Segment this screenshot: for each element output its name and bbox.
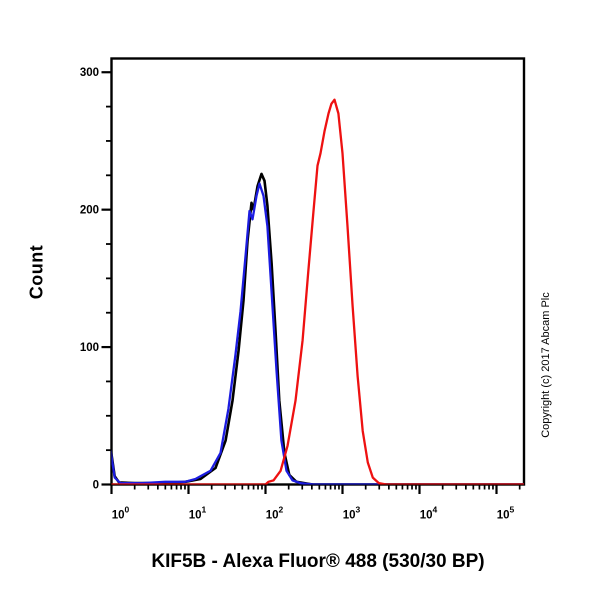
x-tick-label: 101 (189, 505, 207, 522)
histogram-curves (111, 98, 524, 485)
x-tick-label: 105 (497, 505, 515, 522)
x-tick-label: 103 (343, 505, 361, 522)
y-tick-label: 0 (93, 480, 99, 492)
x-tick-label: 102 (266, 505, 284, 522)
x-tick-label: 104 (420, 505, 438, 522)
chart-title: KIF5B - Alexa Fluor® 488 (530/30 BP) (151, 551, 485, 572)
copyright-text: Copyright (c) 2017 Abcam Plc (540, 292, 552, 438)
y-tick-label: 300 (80, 67, 99, 79)
plot-frame (110, 57, 526, 486)
y-tick-label: 100 (80, 342, 99, 354)
y-tick-label: 200 (80, 205, 99, 217)
red-curve (111, 98, 524, 485)
black-curve (111, 172, 524, 485)
y-axis-title: Count (26, 244, 47, 300)
x-tick-label: 100 (112, 505, 130, 522)
blue-curve (111, 182, 524, 485)
y-axis-ticks: 0 100 200 300 (80, 67, 112, 492)
x-axis-ticks: 100 101 102 103 104 105 (110, 484, 521, 522)
